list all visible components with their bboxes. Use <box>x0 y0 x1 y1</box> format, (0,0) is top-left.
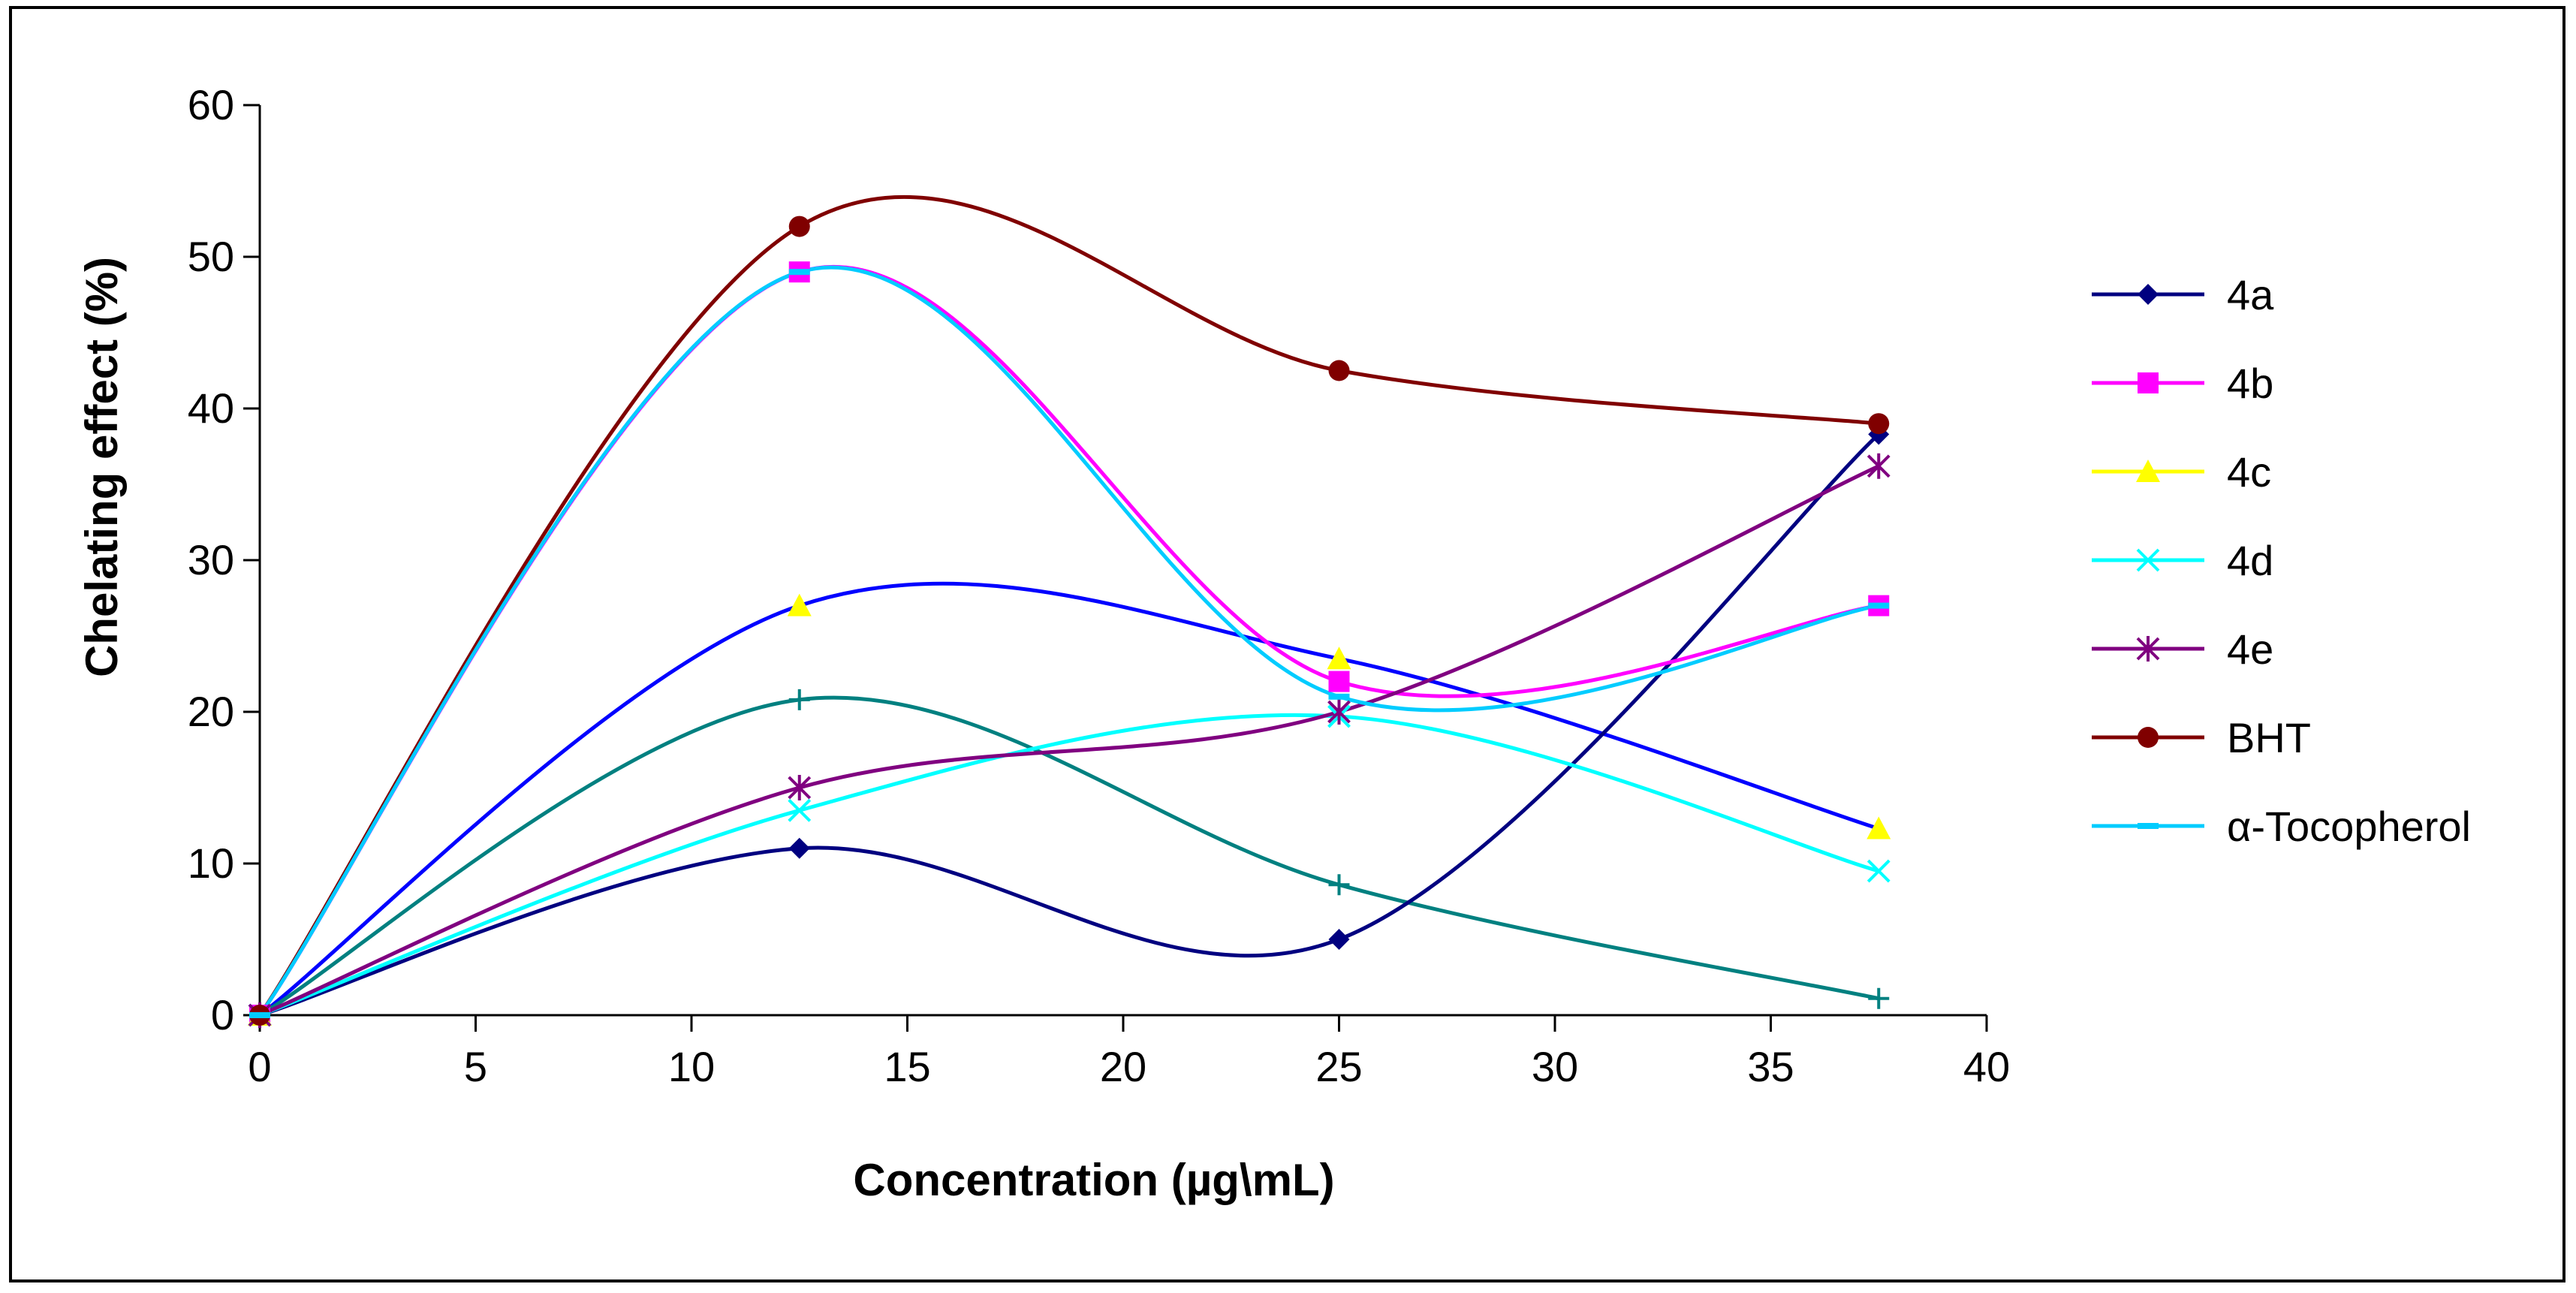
series-line-bht <box>258 194 1879 1017</box>
x-tick-label: 0 <box>248 1043 271 1090</box>
y-tick-label: 40 <box>188 384 234 432</box>
series-lines <box>258 194 1880 1017</box>
series-marker-bht <box>1868 413 1890 435</box>
y-tick-label: 60 <box>188 81 234 128</box>
extra-line-2 <box>258 695 1879 1017</box>
series-marker--tocopherol <box>249 1012 270 1018</box>
legend-item-4c: 4c <box>2092 448 2271 496</box>
series-marker-4d <box>788 798 812 822</box>
x-tick-label: 5 <box>464 1043 487 1090</box>
y-tick-label: 20 <box>188 688 234 735</box>
series-marker-4e <box>1327 699 1351 725</box>
chelating-effect-chart: 0 10 20 30 40 50 60 0 5 10 15 20 25 30 35 40 Concentrat… <box>77 81 2471 1205</box>
legend-label: 4b <box>2227 360 2273 407</box>
legend-label: α-Tocopherol <box>2227 803 2471 850</box>
series-marker-4e <box>788 775 812 800</box>
extra-line-2-marker <box>1328 874 1350 896</box>
legend-label: 4a <box>2227 271 2274 318</box>
y-tick-label: 10 <box>188 839 234 887</box>
series-marker--tocopherol <box>788 269 810 276</box>
legend-swatch-marker <box>2136 548 2160 572</box>
series-marker-4c <box>787 593 812 616</box>
series-marker-4a <box>788 837 810 859</box>
legend-label: BHT <box>2227 714 2311 761</box>
legend-swatch-marker <box>2136 636 2160 662</box>
series-line-4e <box>259 464 1880 1017</box>
extra-line-2-marker <box>788 689 810 710</box>
legend-label: 4c <box>2227 448 2271 496</box>
legend-swatch-marker <box>2138 823 2159 829</box>
x-tick-label: 40 <box>1963 1043 2010 1090</box>
legend-swatch-marker <box>2138 284 2159 305</box>
series-marker-4a <box>1328 929 1350 950</box>
legend-item-4d: 4d <box>2092 537 2273 584</box>
series-marker-4c <box>1866 816 1891 839</box>
axes: 0 10 20 30 40 50 60 0 5 10 15 20 25 30 35 40 <box>188 81 2010 1090</box>
legend-swatch-marker <box>2136 460 2160 482</box>
extra-line-1 <box>258 581 1880 1017</box>
x-axis-title: Concentration (µg\mL) <box>853 1155 1334 1205</box>
series-marker-4d <box>1866 859 1891 883</box>
legend-label: 4e <box>2227 625 2273 673</box>
x-tick-label: 35 <box>1747 1043 1794 1090</box>
legend-item-bht: BHT <box>2092 714 2311 761</box>
series-marker--tocopherol <box>1328 693 1350 700</box>
legend-swatch-marker <box>2138 727 2159 748</box>
series-line-4d <box>259 713 1879 1017</box>
legend: 4a 4b 4c 4d 4e BHT α-Tocopherol <box>2092 271 2471 850</box>
series-line--tocopherol <box>258 265 1879 1017</box>
series-marker-4b <box>1328 671 1350 692</box>
x-tick-label: 10 <box>668 1043 715 1090</box>
y-axis-title: Chelating effect (%) <box>77 257 127 677</box>
legend-item-4a: 4a <box>2092 271 2274 318</box>
x-tick-label: 25 <box>1315 1043 1362 1090</box>
series-marker-4e <box>1866 453 1891 479</box>
series-line-4a <box>259 433 1880 1017</box>
chart-frame: 0 10 20 30 40 50 60 0 5 10 15 20 25 30 35 40 Concentrat… <box>9 6 2565 1282</box>
y-tick-label: 0 <box>211 991 234 1038</box>
x-tick-label: 20 <box>1100 1043 1146 1090</box>
x-tick-label: 30 <box>1532 1043 1578 1090</box>
legend-item-4b: 4b <box>2092 360 2273 407</box>
series-marker-4c <box>1327 646 1351 670</box>
y-tick-label: 30 <box>188 536 234 583</box>
legend-item-4e: 4e <box>2092 625 2273 673</box>
series-marker-bht <box>1328 360 1350 381</box>
series-markers <box>248 216 1891 1028</box>
legend-swatch-marker <box>2138 372 2159 393</box>
extra-line-2-marker <box>1868 987 1890 1009</box>
series-marker--tocopherol <box>1868 602 1890 609</box>
x-tick-label: 15 <box>884 1043 930 1090</box>
legend-label: 4d <box>2227 537 2273 584</box>
series-marker-bht <box>788 216 810 237</box>
y-tick-label: 50 <box>188 233 234 280</box>
legend-item--tocopherol: α-Tocopherol <box>2092 803 2471 850</box>
